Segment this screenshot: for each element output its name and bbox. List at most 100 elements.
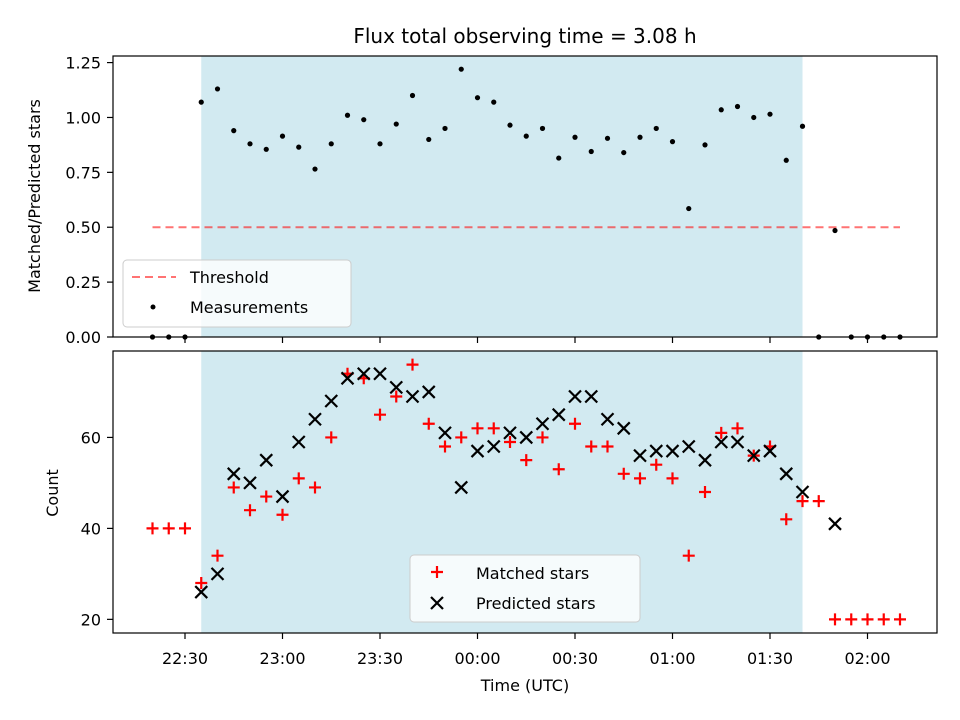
measurement-point	[409, 92, 416, 99]
measurement-point	[539, 125, 546, 132]
matched-star-point	[536, 431, 549, 444]
predicted-star-point	[551, 407, 566, 422]
matched-star-point	[585, 440, 598, 453]
predicted-star-point	[616, 421, 631, 436]
predicted-star-point	[584, 389, 599, 404]
legend-measurements-label: Measurements	[190, 298, 308, 317]
matched-star-point	[520, 454, 533, 467]
legend-threshold-label: Threshold	[189, 268, 269, 287]
measurement-point	[702, 142, 708, 148]
predicted-star-point	[649, 444, 664, 458]
top-x-ticks	[184, 337, 869, 343]
matched-star-point	[845, 613, 858, 626]
measurement-point	[507, 122, 513, 128]
legend-matched-swatch	[431, 566, 443, 578]
y-tick-label: 40	[81, 519, 101, 538]
bottom-x-ticks: 22:30 23:00 23:30 00:00 00:30 01:00 01:30 02:00	[162, 633, 891, 668]
measurement-point	[491, 99, 497, 105]
matched-star-point	[894, 613, 906, 626]
measurement-point	[621, 149, 627, 156]
y-tick-label: 20	[81, 610, 101, 629]
matched-star-point	[325, 431, 338, 444]
matched-star-point	[731, 422, 744, 435]
predicted-star-point	[259, 453, 274, 467]
legend-matched-label: Matched stars	[476, 564, 589, 583]
y-tick-label: 0.75	[65, 163, 101, 182]
measurement-point	[344, 112, 351, 118]
predicted-star-point	[795, 485, 810, 499]
predicted-star-point	[763, 444, 777, 458]
legend-predicted-label: Predicted stars	[476, 594, 596, 613]
predicted-star-point	[438, 426, 452, 440]
predicted-star-point	[275, 489, 290, 504]
measurement-point	[832, 227, 838, 234]
bottom-y-ticks: 20 40 60	[81, 428, 113, 629]
predicted-star-point	[373, 366, 387, 381]
predicted-star-point	[519, 430, 534, 445]
matched-star-point	[780, 513, 793, 526]
bottom-y-axis-label: Count	[43, 469, 62, 517]
measurement-point	[377, 141, 383, 147]
predicted-star-point	[714, 435, 729, 449]
matched-star-point	[244, 504, 256, 517]
predicted-star-point	[243, 476, 257, 490]
measurement-point	[474, 95, 481, 101]
measurement-point	[247, 141, 253, 147]
y-tick-label: 0.00	[65, 328, 101, 347]
matched-star-point	[552, 463, 565, 476]
measurement-point	[669, 139, 676, 145]
measurement-point	[198, 99, 204, 105]
measurement-point	[523, 133, 529, 139]
measurement-point	[751, 114, 757, 121]
matched-star-point	[861, 613, 874, 626]
matched-star-point	[682, 549, 695, 562]
matched-star-point	[634, 472, 646, 485]
matched-star-point	[569, 417, 581, 430]
top-legend-box	[122, 259, 352, 328]
measurement-point	[393, 121, 399, 127]
bottom-axes-frame	[112, 350, 938, 634]
matched-star-point	[439, 440, 451, 453]
matched-star-point	[601, 440, 614, 453]
measurement-point	[572, 134, 578, 140]
matched-star-point	[422, 417, 435, 430]
measurement-point	[604, 135, 611, 141]
measurement-point	[312, 166, 318, 172]
predicted-star-point	[503, 426, 517, 440]
matched-star-point	[179, 522, 191, 535]
y-tick-label: 0.25	[65, 273, 101, 292]
predicted-star-point	[665, 444, 680, 458]
x-tick-label: 01:30	[747, 649, 793, 668]
matched-star-point	[650, 458, 663, 471]
measurement-point	[458, 66, 464, 72]
predicted-star-point	[356, 366, 371, 381]
x-tick-label: 02:00	[844, 649, 890, 668]
matched-star-point	[276, 508, 289, 521]
predicted-star-point	[828, 517, 842, 531]
matched-star-point	[211, 549, 224, 562]
measurement-point	[799, 123, 806, 129]
measurement-point	[767, 111, 773, 117]
matched-star-point	[666, 472, 679, 485]
predicted-star-point	[568, 389, 582, 404]
measurement-point	[783, 157, 789, 163]
measurement-point	[361, 117, 367, 123]
measurement-point	[279, 133, 286, 139]
matched-star-point	[829, 613, 841, 626]
measurement-point	[718, 107, 724, 113]
predicted-star-point	[210, 567, 225, 581]
measurement-point	[231, 128, 237, 134]
predicted-star-point	[226, 467, 241, 481]
predicted-star-point	[421, 385, 436, 399]
matched-star-point	[699, 486, 711, 498]
top-axes-frame	[112, 55, 938, 338]
matched-star-point	[292, 472, 305, 485]
matched-star-point	[617, 467, 630, 480]
y-tick-label: 60	[81, 428, 101, 447]
predicted-star-point	[291, 435, 306, 449]
y-tick-label: 1.00	[65, 108, 101, 127]
measurement-point	[686, 205, 692, 212]
measurement-point	[426, 136, 432, 143]
bottom-legend-box	[409, 554, 641, 623]
